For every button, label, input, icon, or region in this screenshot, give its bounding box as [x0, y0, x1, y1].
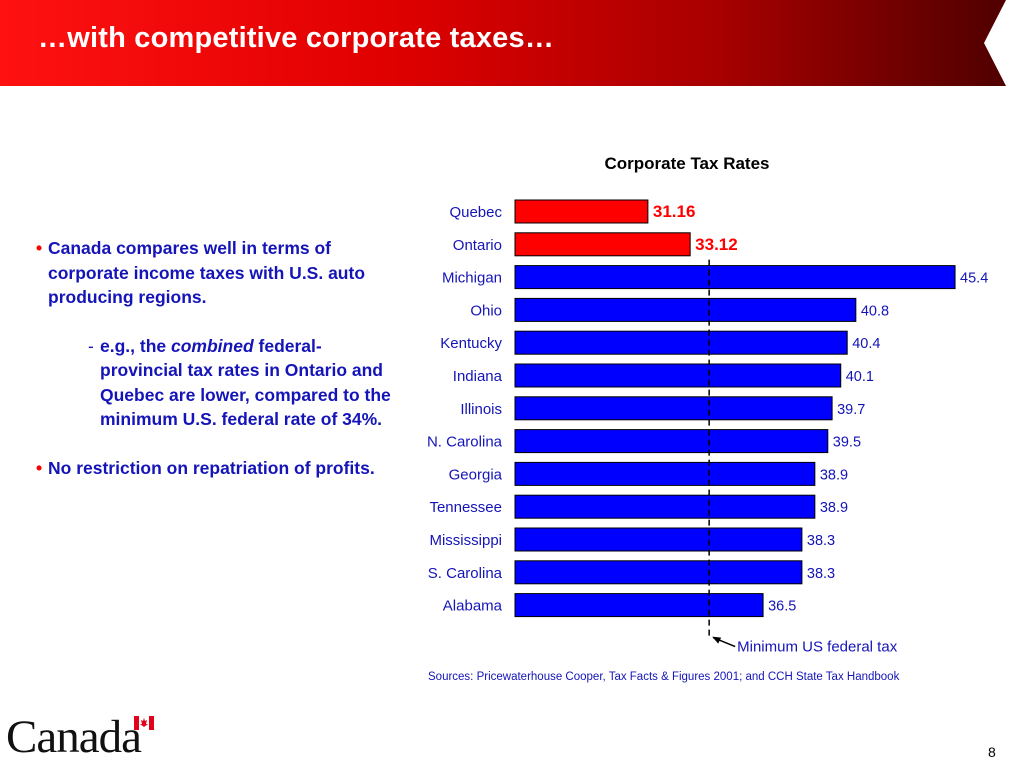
bar-alabama — [514, 593, 764, 618]
sub-bullet-example: - e.g., the combined federal-provincial … — [34, 334, 404, 432]
category-label: Ontario — [453, 237, 502, 254]
value-label: 40.8 — [861, 303, 889, 319]
bar-indiana — [514, 363, 842, 388]
bars-layer: Quebec 31.16 Ontario 33.12 Michigan 45.4 Ohio 4… — [427, 199, 988, 656]
category-label: Kentucky — [440, 335, 502, 352]
bullet-dot-icon: • — [36, 457, 43, 478]
value-label: 38.3 — [807, 566, 835, 582]
category-label: Michigan — [442, 270, 502, 287]
chart-title: Corporate Tax Rates — [604, 154, 769, 173]
bar-michigan — [514, 265, 956, 290]
bullet-item-repatriation: • No restriction on repatriation of prof… — [34, 456, 404, 481]
category-label: Alabama — [443, 598, 503, 615]
value-label: 36.5 — [768, 599, 796, 615]
category-label: Tennessee — [429, 499, 502, 516]
value-label: 31.16 — [653, 202, 696, 221]
canada-wordmark: Canada — [6, 711, 142, 763]
bar-georgia — [514, 461, 816, 486]
bar-ohio — [514, 297, 857, 322]
sub-bullet-dash: - — [88, 335, 94, 356]
value-label: 39.7 — [837, 402, 865, 418]
category-label: Illinois — [460, 401, 502, 418]
bullet-text-repatriation: No restriction on repatriation of profit… — [48, 457, 375, 478]
maple-leaf-flag-icon — [134, 716, 154, 730]
sources-note: Sources: Pricewaterhouse Cooper, Tax Fac… — [428, 671, 900, 683]
bullet-dot-icon: • — [36, 238, 43, 258]
category-label: Indiana — [453, 368, 503, 385]
bar-ontario — [514, 232, 691, 257]
value-label: 40.1 — [846, 369, 874, 385]
value-label: 38.9 — [820, 467, 848, 483]
category-label: Georgia — [449, 466, 503, 483]
category-label: Ohio — [470, 302, 502, 319]
sub-bullet-prefix: e.g., the — [100, 335, 171, 356]
value-label: 38.3 — [807, 533, 835, 549]
category-label: Quebec — [449, 204, 502, 221]
sub-bullet-emphasis: combined — [170, 335, 254, 356]
sub-bullet-rest: federal-provincial tax rates in Ontario … — [100, 335, 391, 430]
bar-mississippi — [514, 527, 803, 552]
title-bar-notch-shape — [984, 0, 1024, 86]
bar-n-carolina — [514, 429, 829, 454]
bar-quebec — [514, 199, 649, 224]
category-label: S. Carolina — [428, 565, 503, 582]
bar-tennessee — [514, 494, 816, 519]
category-label: N. Carolina — [427, 434, 503, 451]
value-label: 40.4 — [852, 336, 880, 352]
slide-title: …with competitive corporate taxes… — [38, 22, 555, 54]
bar-s-carolina — [514, 560, 803, 585]
value-label: 38.9 — [820, 500, 848, 516]
annotation-arrow-head — [712, 636, 722, 644]
bullet-list: • Canada compares well in terms of corpo… — [34, 236, 404, 480]
bullet-text-comparison: Canada compares well in terms of corpora… — [48, 238, 366, 307]
reference-line-label: Minimum US federal tax — [737, 639, 898, 656]
page-number: 8 — [988, 744, 996, 760]
value-label: 33.12 — [695, 235, 738, 254]
bullet-item-comparison: • Canada compares well in terms of corpo… — [34, 236, 404, 310]
value-label: 45.4 — [960, 271, 988, 287]
category-label: Mississippi — [429, 532, 502, 549]
title-bar: …with competitive corporate taxes… — [0, 0, 1024, 86]
bar-kentucky — [514, 330, 848, 355]
corporate-tax-chart: Corporate Tax Rates Quebec 31.16 Ontario 33… — [427, 154, 988, 656]
bar-illinois — [514, 396, 833, 421]
value-label: 39.5 — [833, 435, 861, 451]
